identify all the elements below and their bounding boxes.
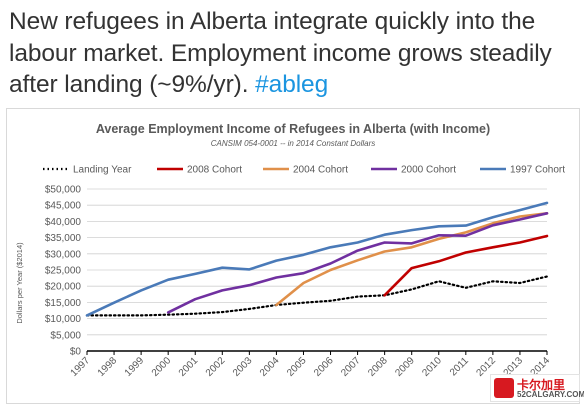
hashtag-link[interactable]: #ableg [255, 71, 329, 98]
x-tick-label: 2010 [420, 355, 444, 379]
legend-label: 2000 Cohort [401, 165, 456, 176]
legend-label: 1997 Cohort [510, 165, 565, 176]
tweet-body: New refugees in Alberta integrate quickl… [9, 8, 552, 98]
y-tick-label: $50,000 [45, 185, 82, 196]
series-line-2008-cohort [383, 234, 549, 297]
y-tick-label: $45,000 [45, 201, 82, 212]
y-axis: $0 $5,000 $10,000 $15,000 $20,000 $25,000 $30,… [45, 185, 82, 358]
y-tick-label: $30,000 [45, 249, 82, 260]
x-tick-label: 1997 [69, 355, 93, 379]
series-line-landing-year [85, 275, 549, 317]
y-tick-label: $5,000 [50, 330, 81, 341]
x-tick-label: 2004 [258, 355, 282, 379]
site-watermark: 卡尔加里 52CALGARY.COM [490, 374, 584, 402]
y-tick-label: $35,000 [45, 233, 82, 244]
legend-label: 2008 Cohort [187, 165, 242, 176]
y-tick-label: $40,000 [45, 217, 82, 228]
y-tick-label: $25,000 [45, 266, 82, 277]
x-tick-label: 2009 [393, 355, 417, 379]
watermark-logo-icon [494, 378, 514, 398]
x-tick-label: 2001 [177, 355, 201, 379]
series-line-1997-cohort [85, 201, 549, 317]
x-tick-label: 2002 [204, 355, 228, 379]
x-tick-label: 2008 [366, 355, 390, 379]
legend-label: Landing Year [73, 165, 132, 176]
y-tick-label: $0 [70, 347, 82, 358]
x-tick-label: 1998 [96, 355, 120, 379]
legend-label: 2004 Cohort [293, 165, 348, 176]
chart-subtitle: CANSIM 054-0001 -- in 2014 Constant Doll… [211, 139, 376, 148]
watermark-line2: 52CALGARY.COM [517, 390, 584, 399]
x-tick-label: 2011 [448, 355, 471, 378]
y-tick-label: $10,000 [45, 314, 82, 325]
chart-title: Average Employment Income of Refugees in… [96, 122, 490, 136]
chart-grid [87, 188, 547, 352]
chart-series [85, 201, 549, 317]
tweet-text: New refugees in Alberta integrate quickl… [9, 6, 579, 101]
series-line-2000-cohort [166, 212, 549, 314]
y-tick-label: $20,000 [45, 282, 82, 293]
x-tick-label: 2003 [231, 355, 255, 379]
chart-legend: Landing Year 2008 Cohort 2004 Cohort 2000 C… [43, 165, 565, 176]
series-line-2004-cohort [275, 212, 549, 307]
y-tick-label: $15,000 [45, 298, 82, 309]
line-chart: Average Employment Income of Refugees in… [15, 122, 565, 379]
chart-panel: Average Employment Income of Refugees in… [6, 108, 580, 404]
x-tick-label: 1999 [123, 355, 147, 379]
x-axis: 1997 1998 1999 2000 2001 2002 2003 2004 2005 2006… [69, 351, 552, 379]
x-tick-label: 2007 [339, 355, 363, 379]
y-axis-label: Dollars per Year ($2014) [15, 242, 24, 324]
x-tick-label: 2006 [312, 355, 336, 379]
x-tick-label: 2005 [285, 355, 309, 379]
watermark-line1: 卡尔加里 [517, 378, 566, 392]
x-tick-label: 2000 [150, 355, 174, 379]
